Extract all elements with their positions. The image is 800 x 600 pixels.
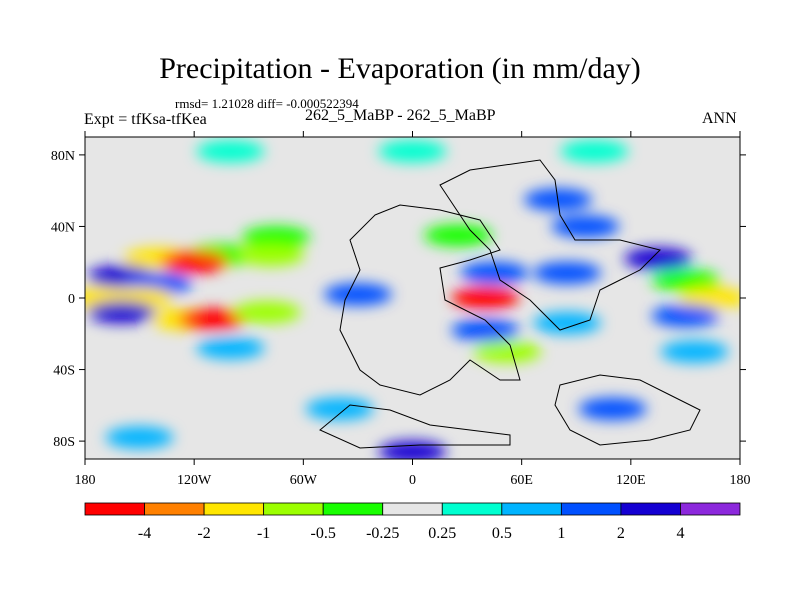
colorbar-bin-6 bbox=[441, 502, 503, 516]
continent-outline-3 bbox=[319, 404, 511, 449]
field-blobs bbox=[85, 140, 740, 459]
field-anomaly-27 bbox=[624, 247, 693, 270]
field-anomaly-25 bbox=[533, 261, 602, 284]
experiment-label: Expt = tfKsa-tfKea bbox=[84, 111, 207, 128]
field-anomaly-19 bbox=[323, 283, 392, 306]
colorbar-bin-5 bbox=[382, 502, 443, 516]
field-anomaly-17 bbox=[232, 301, 301, 324]
colorbar-label-7: 1 bbox=[557, 525, 565, 542]
season-label: ANN bbox=[702, 110, 737, 127]
colorbar-label-5: 0.25 bbox=[428, 525, 456, 542]
field-anomaly-26 bbox=[533, 312, 602, 335]
field-anomaly-23 bbox=[423, 224, 492, 247]
y-tick-label-2: 0 bbox=[68, 292, 75, 307]
field-anomaly-1 bbox=[196, 140, 265, 163]
x-tick-label-2: 60W bbox=[290, 473, 318, 488]
colorbar: -4 -2 -1 -0.5 -0.25 0.25 0.5 1 2 4 bbox=[84, 502, 741, 542]
continent-outline-2 bbox=[554, 374, 701, 446]
colorbar-bin-3 bbox=[263, 502, 324, 516]
field-anomaly-29 bbox=[678, 287, 740, 309]
colorbar-label-6: 0.5 bbox=[492, 525, 512, 542]
y-tick-label-3: 40S bbox=[53, 364, 75, 379]
y-tick-label-4: 80S bbox=[53, 435, 75, 450]
field-anomaly-34 bbox=[105, 426, 174, 449]
colorbar-label-2: -1 bbox=[257, 525, 270, 542]
field-anomaly-24 bbox=[473, 340, 542, 363]
run-label: 262_5_MaBP - 262_5_MaBP bbox=[305, 107, 496, 124]
field-anomaly-2 bbox=[560, 140, 629, 163]
field-anomaly-22 bbox=[451, 319, 520, 342]
colorbar-bin-10 bbox=[680, 502, 741, 516]
field-anomaly-18 bbox=[196, 337, 265, 360]
axes-layer: 180 120W 60W 0 60E 120E 180 80N 40N 0 40S 80S bbox=[51, 131, 751, 488]
x-tick-label-4: 60E bbox=[510, 473, 533, 488]
field-anomaly-8 bbox=[160, 251, 229, 274]
x-tick-label-1: 120W bbox=[177, 473, 212, 488]
colorbar-label-1: -2 bbox=[197, 525, 210, 542]
field-anomaly-32 bbox=[578, 397, 647, 420]
colorbar-bin-9 bbox=[620, 502, 681, 516]
colorbar-bin-8 bbox=[560, 502, 622, 516]
field-anomaly-0 bbox=[378, 140, 447, 163]
field-anomaly-20 bbox=[451, 287, 520, 309]
colorbar-label-0: -4 bbox=[138, 525, 151, 542]
colorbar-bin-7 bbox=[501, 502, 562, 516]
colorbar-label-3: -0.5 bbox=[311, 525, 336, 542]
field-anomaly-4 bbox=[551, 215, 620, 238]
field-layer bbox=[85, 137, 740, 459]
field-anomaly-28 bbox=[651, 269, 720, 292]
stats-line: rmsd= 1.21028 diff= -0.000522394 bbox=[175, 96, 359, 111]
colorbar-label-8: 2 bbox=[617, 525, 625, 542]
colorbar-bin-2 bbox=[203, 502, 265, 516]
x-tick-label-0: 180 bbox=[75, 473, 96, 488]
colorbar-bin-0 bbox=[84, 502, 145, 516]
field-anomaly-5 bbox=[242, 226, 311, 249]
x-tick-label-3: 0 bbox=[409, 473, 416, 488]
continent-outline-0 bbox=[339, 204, 521, 396]
field-anomaly-9 bbox=[236, 244, 305, 267]
colorbar-label-9: 4 bbox=[676, 525, 684, 542]
field-anomaly-21 bbox=[460, 261, 529, 284]
chart-title: Precipitation - Evaporation (in mm/day) bbox=[159, 52, 641, 85]
x-tick-label-5: 120E bbox=[616, 473, 646, 488]
field-anomaly-14 bbox=[87, 301, 156, 324]
x-tick-label-6: 180 bbox=[730, 473, 751, 488]
y-tick-label-1: 40N bbox=[51, 220, 75, 235]
field-anomaly-16 bbox=[178, 308, 247, 331]
colorbar-bin-1 bbox=[144, 502, 205, 516]
field-anomaly-30 bbox=[651, 304, 720, 327]
colorbar-label-4: -0.25 bbox=[366, 525, 399, 542]
colorbar-bin-4 bbox=[322, 502, 384, 516]
continent-outline-1 bbox=[439, 159, 661, 331]
continent-outline-layer bbox=[319, 159, 701, 449]
field-anomaly-31 bbox=[660, 340, 729, 363]
y-tick-label-0: 80N bbox=[51, 149, 75, 164]
field-anomaly-33 bbox=[305, 397, 374, 420]
